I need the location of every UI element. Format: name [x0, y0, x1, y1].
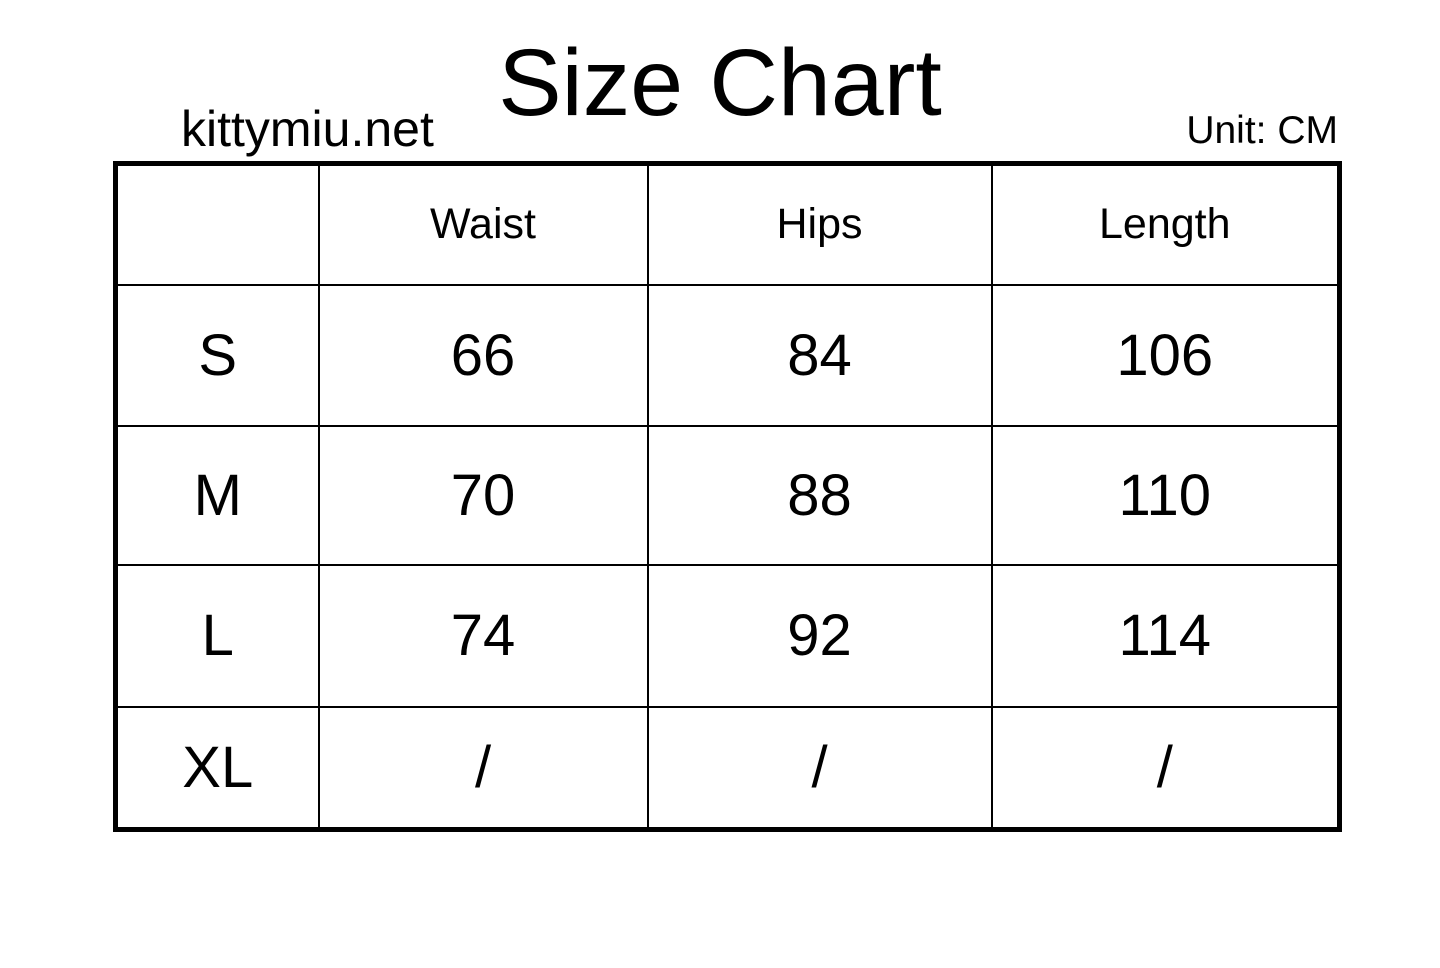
size-chart-table: Waist Hips Length S 66 84 106 M 70 88 11…	[113, 161, 1342, 832]
column-header-size	[114, 162, 320, 286]
table-row-l: L 74 92 114	[114, 563, 1341, 708]
cell-m-waist: 70	[317, 424, 649, 566]
cell-m-length: 110	[990, 424, 1341, 566]
cell-s-waist: 66	[317, 283, 649, 427]
row-label-xl: XL	[114, 705, 320, 831]
header-row: Waist Hips Length	[114, 162, 1341, 286]
cell-s-hips: 84	[646, 283, 993, 427]
table-row-xl: XL / / /	[114, 705, 1341, 831]
row-label-s: S	[114, 283, 320, 427]
site-watermark: kittymiu.net	[181, 101, 434, 157]
cell-m-hips: 88	[646, 424, 993, 566]
table-row-m: M 70 88 110	[114, 424, 1341, 566]
cell-l-waist: 74	[317, 563, 649, 708]
cell-s-length: 106	[990, 283, 1341, 427]
page-title: Size Chart	[498, 30, 942, 136]
unit-label: Unit: CM	[1186, 109, 1338, 152]
cell-xl-hips: /	[646, 705, 993, 831]
cell-l-length: 114	[990, 563, 1341, 708]
cell-xl-waist: /	[317, 705, 649, 831]
row-label-l: L	[114, 563, 320, 708]
column-header-hips: Hips	[646, 162, 993, 286]
column-header-waist: Waist	[317, 162, 649, 286]
cell-l-hips: 92	[646, 563, 993, 708]
table-row-s: S 66 84 106	[114, 283, 1341, 427]
row-label-m: M	[114, 424, 320, 566]
column-header-length: Length	[990, 162, 1341, 286]
cell-xl-length: /	[990, 705, 1341, 831]
